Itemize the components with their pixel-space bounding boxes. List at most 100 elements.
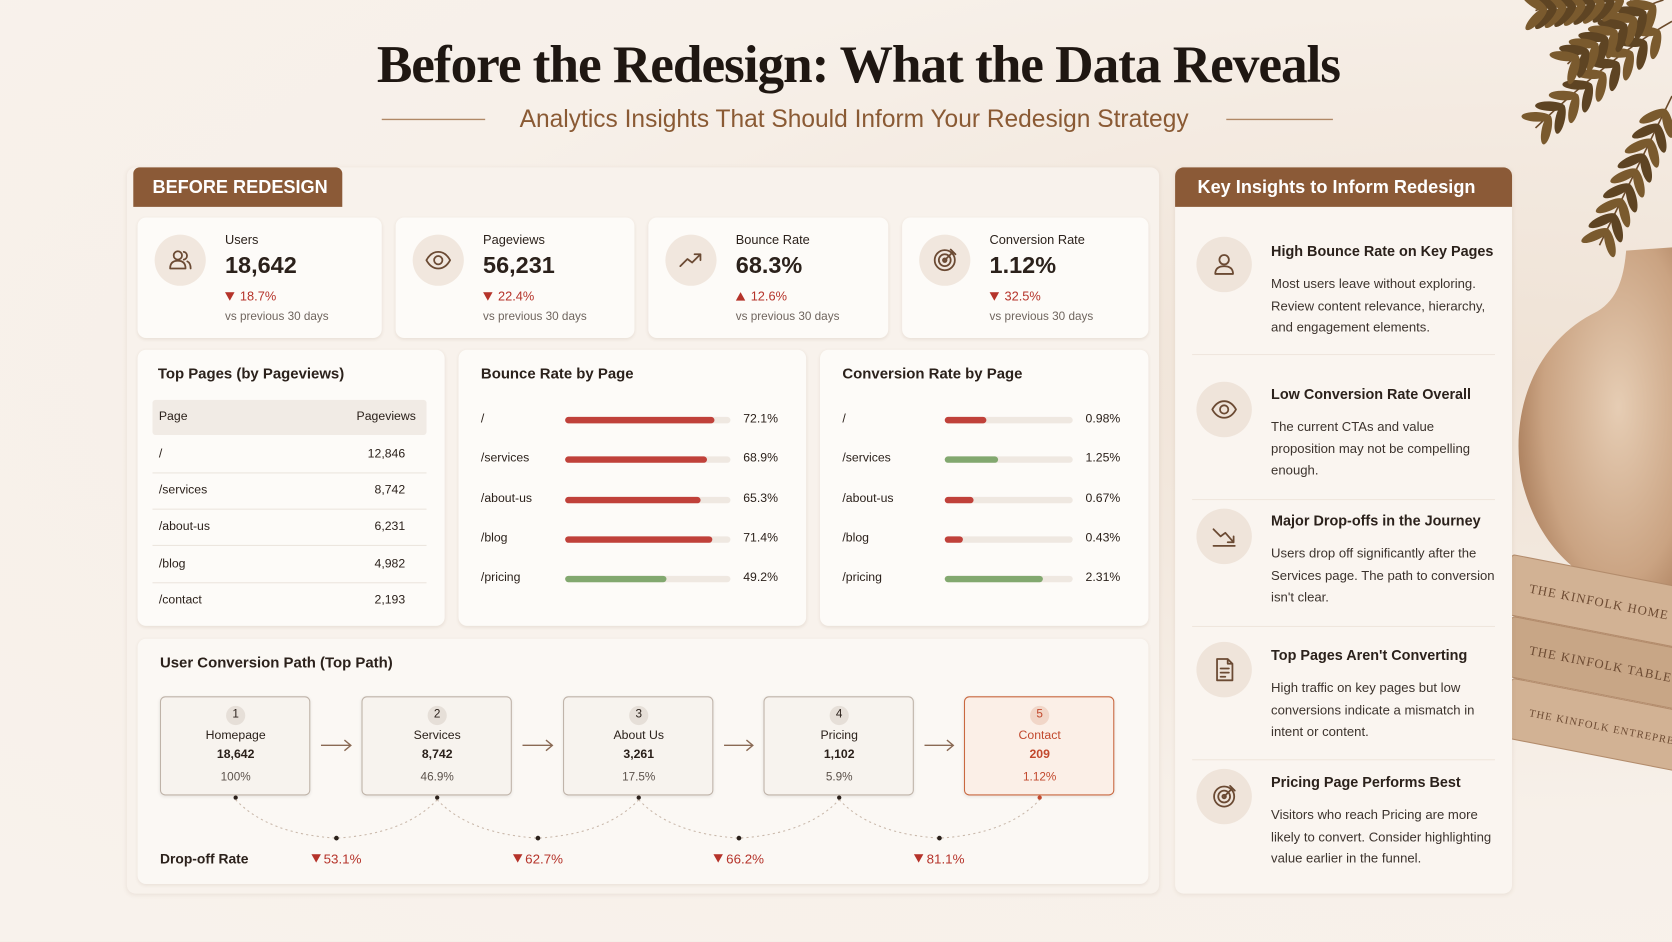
bar-category: /about-us: [480, 492, 533, 506]
trend-arrow: [913, 854, 924, 863]
bar-value-label: 0.43%: [1085, 532, 1121, 545]
leaf: [1622, 51, 1635, 81]
step-number: 4: [835, 708, 843, 722]
leaf: [1618, 198, 1631, 228]
table-cell: 12,846: [367, 447, 406, 461]
leaf: [1596, 36, 1609, 66]
leaf: [1610, 168, 1638, 184]
table-header: Pageviews: [356, 410, 416, 424]
bar-category: /services: [480, 452, 530, 466]
triangle: [989, 292, 1000, 301]
bar-category: /pricing: [480, 571, 521, 585]
step-number: 5: [1036, 708, 1043, 722]
bar-category: /about-us: [842, 492, 894, 506]
leaf: [1544, 5, 1567, 29]
icon-circle: [919, 234, 971, 286]
bar-value-label: 2.31%: [1085, 571, 1121, 585]
leaf: [1576, 49, 1590, 78]
leaf: [1550, 0, 1576, 9]
trend-arrow: [224, 292, 235, 301]
leaf: [1549, 51, 1580, 62]
step-share: 17.5%: [622, 771, 656, 785]
leaf: [1625, 183, 1638, 213]
bar-value-label: 71.4%: [743, 532, 779, 545]
kpi-value: 1.12%: [989, 251, 1057, 279]
insight-rule: [1192, 625, 1495, 628]
triangle: [483, 292, 493, 301]
kpi-label: Conversion Rate: [989, 232, 1085, 248]
bar-category: /: [842, 412, 846, 426]
book: THE KINFOLK HOME: [1500, 554, 1672, 648]
triangle: [713, 854, 723, 863]
insight-rule: [1192, 499, 1495, 501]
leaf: [1609, 61, 1621, 92]
bar: [944, 456, 999, 463]
bar-value-label: 0.67%: [1085, 492, 1121, 506]
card-title: Bounce Rate by Page: [480, 364, 634, 382]
trend-arrow: [483, 292, 493, 301]
trend-arrow: [310, 854, 321, 863]
icon: [933, 248, 957, 272]
card-title: User Conversion Path (Top Path): [159, 653, 393, 671]
bar: [565, 416, 715, 424]
step-number: 3: [635, 708, 642, 722]
step-name: Pricing: [820, 729, 858, 743]
badge-bg: [133, 167, 343, 207]
leaf: [1595, 72, 1607, 102]
kpi-label: Bounce Rate: [735, 232, 810, 248]
icon: [1216, 658, 1234, 682]
bar-value-label: 0.98%: [1085, 412, 1121, 426]
row-rule: [152, 508, 427, 510]
bar: [944, 575, 1044, 583]
bar-track: [944, 456, 1073, 463]
bar-value-label: 68.9%: [743, 452, 779, 466]
leaf: [1586, 42, 1599, 72]
leaf: [1636, 40, 1648, 70]
leaf: [1531, 0, 1557, 11]
leaf: [1624, 138, 1653, 154]
insight-title: Major Drop-offs in the Journey: [1271, 512, 1481, 529]
trend-arrow: [735, 292, 746, 301]
icon: [1214, 254, 1234, 275]
leaf: [1605, 29, 1619, 59]
trend-arrow: [989, 292, 1000, 301]
kpi-label: Pageviews: [483, 232, 545, 248]
leaf: [1534, 6, 1557, 30]
insight-title: High Bounce Rate on Key Pages: [1271, 243, 1494, 260]
insight-text: The current CTAs and value proposition m…: [1271, 419, 1471, 479]
trend-arrow: [713, 854, 723, 863]
step-name: About Us: [613, 729, 664, 743]
leaf: [1632, 168, 1645, 198]
leaf: [1650, 29, 1662, 60]
title: Before the Redesign: What the Data Revea…: [376, 34, 1341, 94]
kpi-change: 18.7%: [239, 288, 277, 304]
step-users: 209: [1029, 748, 1050, 762]
step-number: 1: [232, 708, 239, 722]
icon: [1211, 400, 1237, 419]
icon-circle: [412, 234, 464, 286]
bar: [565, 496, 701, 504]
plant: [1521, 0, 1672, 258]
step-users: 18,642: [216, 748, 255, 762]
leaf: [1615, 23, 1628, 53]
book: THE KINFOLK TABLE: [1500, 616, 1672, 710]
bar-track: [944, 416, 1073, 424]
step-users: 3,261: [623, 748, 655, 762]
insight-rule: [1192, 354, 1495, 356]
leaf: [1525, 7, 1548, 31]
triangle: [224, 292, 235, 301]
leaf: [1521, 112, 1552, 122]
badge: BEFORE REDESIGN: [152, 176, 328, 198]
icon-circle: [1196, 768, 1252, 825]
card-title: Top Pages (by Pageviews): [157, 364, 345, 382]
bar-track: [944, 536, 1073, 543]
step-box: [361, 696, 512, 796]
icon: [1213, 784, 1236, 808]
icon-circle: [1196, 381, 1252, 438]
bar: [565, 575, 667, 583]
leaf: [1563, 3, 1586, 26]
table-header: Page: [158, 410, 188, 424]
step-share: 5.9%: [825, 771, 853, 785]
leaf: [1624, 17, 1638, 46]
